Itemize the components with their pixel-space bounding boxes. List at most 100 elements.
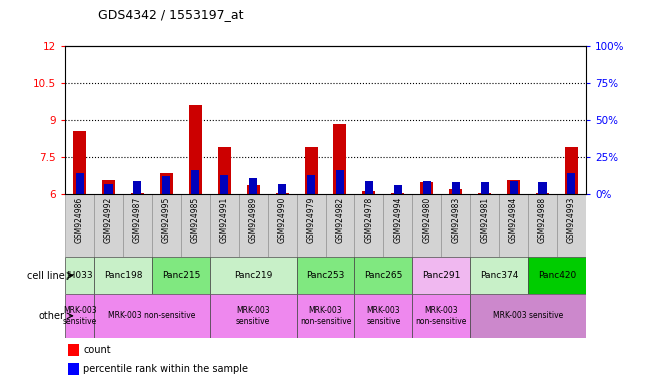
Bar bbox=[249, 178, 257, 194]
Bar bbox=[65, 194, 94, 257]
Bar bbox=[499, 194, 528, 257]
Bar bbox=[305, 147, 318, 194]
Text: GSM924994: GSM924994 bbox=[393, 197, 402, 243]
Bar bbox=[536, 193, 549, 194]
Bar bbox=[452, 182, 460, 194]
Text: GSM924981: GSM924981 bbox=[480, 197, 489, 243]
Bar bbox=[68, 363, 79, 375]
Bar bbox=[160, 173, 173, 194]
Text: Panc291: Panc291 bbox=[422, 271, 460, 280]
Bar bbox=[354, 257, 412, 294]
Bar bbox=[76, 173, 83, 194]
Text: GSM924988: GSM924988 bbox=[538, 197, 547, 243]
Bar bbox=[441, 194, 470, 257]
Text: GSM924978: GSM924978 bbox=[365, 197, 374, 243]
Text: count: count bbox=[83, 345, 111, 355]
Bar bbox=[365, 180, 373, 194]
Bar bbox=[480, 182, 489, 194]
Text: MRK-003
non-sensitive: MRK-003 non-sensitive bbox=[415, 306, 467, 326]
Bar bbox=[210, 257, 297, 294]
Bar bbox=[239, 194, 268, 257]
Bar bbox=[412, 194, 441, 257]
Bar bbox=[354, 194, 383, 257]
Text: GSM924983: GSM924983 bbox=[451, 197, 460, 243]
Text: Panc253: Panc253 bbox=[307, 271, 344, 280]
Bar bbox=[181, 194, 210, 257]
Text: GSM924982: GSM924982 bbox=[335, 197, 344, 243]
Bar bbox=[210, 294, 297, 338]
Bar bbox=[210, 194, 239, 257]
Bar bbox=[297, 294, 354, 338]
Text: MRK-003 non-sensitive: MRK-003 non-sensitive bbox=[108, 311, 195, 320]
Text: MRK-003 sensitive: MRK-003 sensitive bbox=[493, 311, 563, 320]
Bar bbox=[131, 193, 144, 194]
Bar bbox=[217, 147, 230, 194]
Text: GSM924990: GSM924990 bbox=[277, 197, 286, 243]
Bar bbox=[297, 257, 354, 294]
Text: Panc420: Panc420 bbox=[538, 271, 576, 280]
Bar bbox=[65, 257, 94, 294]
Bar bbox=[391, 193, 404, 194]
Bar bbox=[68, 344, 79, 356]
Text: GSM924984: GSM924984 bbox=[509, 197, 518, 243]
Bar bbox=[412, 294, 470, 338]
Bar bbox=[336, 170, 344, 194]
Bar bbox=[507, 180, 520, 194]
Bar bbox=[102, 180, 115, 194]
Text: other: other bbox=[38, 311, 64, 321]
Bar bbox=[73, 131, 86, 194]
Text: percentile rank within the sample: percentile rank within the sample bbox=[83, 364, 248, 374]
Bar bbox=[278, 184, 286, 194]
Bar bbox=[538, 182, 547, 194]
Bar bbox=[478, 193, 491, 194]
Text: GSM924995: GSM924995 bbox=[162, 197, 171, 243]
Text: MRK-003
non-sensitive: MRK-003 non-sensitive bbox=[300, 306, 351, 326]
Text: Panc215: Panc215 bbox=[161, 271, 200, 280]
Bar bbox=[247, 185, 260, 194]
Bar bbox=[412, 257, 470, 294]
Bar bbox=[65, 294, 94, 338]
Text: Panc374: Panc374 bbox=[480, 271, 518, 280]
Text: cell line: cell line bbox=[27, 270, 64, 281]
Bar bbox=[568, 173, 575, 194]
Bar bbox=[421, 182, 434, 194]
Bar bbox=[394, 185, 402, 194]
Bar bbox=[422, 180, 431, 194]
Bar bbox=[565, 147, 578, 194]
Bar bbox=[162, 176, 171, 194]
Text: GSM924985: GSM924985 bbox=[191, 197, 200, 243]
Bar bbox=[268, 194, 297, 257]
Bar bbox=[94, 194, 123, 257]
Bar bbox=[333, 124, 346, 194]
Text: GSM924993: GSM924993 bbox=[567, 197, 576, 243]
Bar bbox=[557, 194, 586, 257]
Text: GSM924980: GSM924980 bbox=[422, 197, 431, 243]
Bar bbox=[191, 170, 199, 194]
Bar bbox=[528, 194, 557, 257]
Text: GDS4342 / 1553197_at: GDS4342 / 1553197_at bbox=[98, 8, 243, 21]
Text: MRK-003
sensitive: MRK-003 sensitive bbox=[62, 306, 97, 326]
Text: GSM924989: GSM924989 bbox=[249, 197, 258, 243]
Bar bbox=[363, 192, 376, 194]
Bar bbox=[326, 194, 354, 257]
Bar bbox=[307, 175, 315, 194]
Bar bbox=[123, 194, 152, 257]
Text: GSM924979: GSM924979 bbox=[307, 197, 316, 243]
Bar bbox=[470, 294, 586, 338]
Bar bbox=[220, 175, 229, 194]
Bar bbox=[297, 194, 326, 257]
Bar bbox=[528, 257, 586, 294]
Text: GSM924987: GSM924987 bbox=[133, 197, 142, 243]
Bar bbox=[470, 257, 528, 294]
Text: GSM924992: GSM924992 bbox=[104, 197, 113, 243]
Text: Panc198: Panc198 bbox=[104, 271, 142, 280]
Bar bbox=[152, 257, 210, 294]
Bar bbox=[275, 193, 288, 194]
Bar bbox=[510, 180, 518, 194]
Text: MRK-003
sensitive: MRK-003 sensitive bbox=[236, 306, 270, 326]
Bar bbox=[94, 257, 152, 294]
Bar bbox=[354, 294, 412, 338]
Text: GSM924986: GSM924986 bbox=[75, 197, 84, 243]
Bar bbox=[133, 180, 141, 194]
Bar bbox=[449, 189, 462, 194]
